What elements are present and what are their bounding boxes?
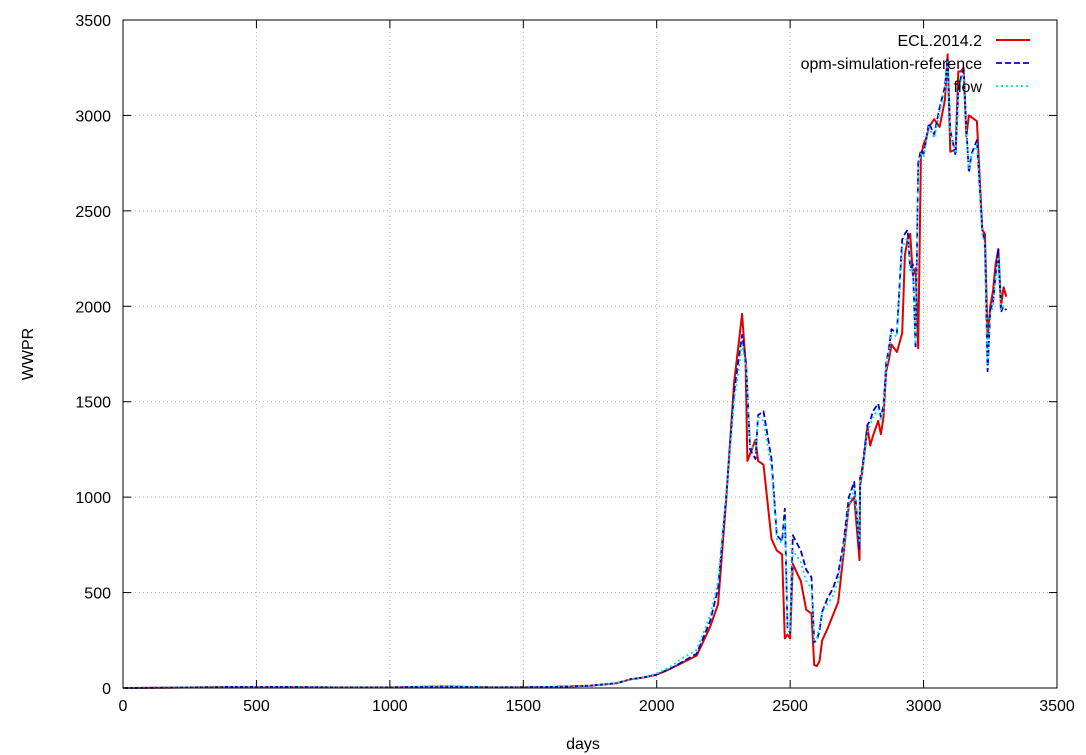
- x-tick-label: 0: [119, 698, 128, 715]
- x-tick-label: 1500: [505, 698, 541, 715]
- x-tick-label: 3000: [906, 698, 942, 715]
- axis-ticks: [122, 19, 1058, 689]
- x-tick-label: 1000: [372, 698, 408, 715]
- y-tick-labels: 0 500 1000 1500 2000 2500 3000 3500: [75, 13, 111, 698]
- x-tick-label: 3500: [1039, 698, 1075, 715]
- y-axis-label: WWPR: [20, 328, 37, 380]
- y-tick-label: 3000: [75, 108, 111, 125]
- y-tick-label: 2500: [75, 204, 111, 221]
- x-tick-label: 2000: [639, 698, 675, 715]
- series-line-ecl-2014-2: [122, 53, 1008, 689]
- y-tick-label: 2000: [75, 299, 111, 316]
- series-line-flow: [122, 61, 1007, 689]
- y-tick-label: 1500: [75, 395, 111, 412]
- y-tick-label: 1000: [75, 490, 111, 507]
- x-tick-label: 2500: [772, 698, 808, 715]
- legend: ECL.2014.2 opm-simulation-reference flow: [801, 33, 1030, 96]
- x-tick-label: 500: [243, 698, 270, 715]
- x-tick-labels: 0 500 1000 1500 2000 2500 3000 3500: [119, 698, 1075, 715]
- legend-label: flow: [954, 79, 983, 96]
- series-lines: [122, 53, 1008, 689]
- y-tick-label: 3500: [75, 13, 111, 30]
- x-axis-label: days: [566, 736, 600, 753]
- legend-label: opm-simulation-reference: [801, 56, 983, 73]
- grid: [123, 20, 1057, 688]
- series-line-opm-simulation-reference: [122, 57, 1008, 689]
- legend-label: ECL.2014.2: [897, 33, 982, 50]
- plot-frame: [122, 19, 1058, 689]
- y-tick-label: 0: [102, 681, 111, 698]
- y-tick-label: 500: [84, 586, 111, 603]
